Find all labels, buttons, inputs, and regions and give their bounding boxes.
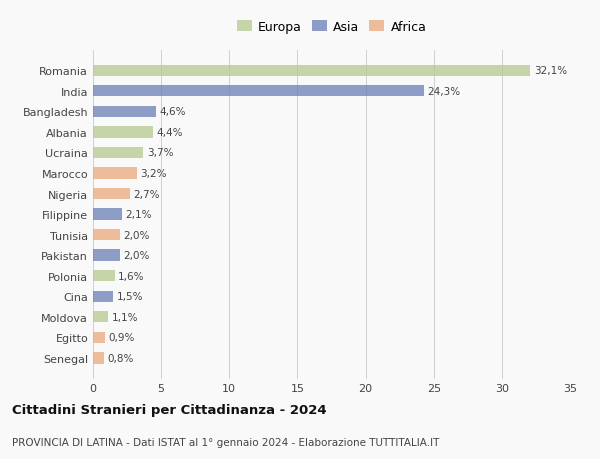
Text: 32,1%: 32,1% (534, 66, 567, 76)
Text: 4,4%: 4,4% (157, 128, 183, 138)
Text: 0,8%: 0,8% (107, 353, 134, 363)
Bar (93, 332, 105, 343)
Text: 2,1%: 2,1% (125, 210, 152, 219)
Text: PROVINCIA DI LATINA - Dati ISTAT al 1° gennaio 2024 - Elaborazione TUTTITALIA.IT: PROVINCIA DI LATINA - Dati ISTAT al 1° g… (12, 437, 439, 447)
Bar (93, 312, 108, 323)
Bar (93, 189, 130, 200)
Bar (93, 127, 153, 138)
Text: 2,7%: 2,7% (133, 189, 160, 199)
Bar (93, 250, 120, 261)
Bar (93, 291, 113, 302)
Text: 2,0%: 2,0% (124, 230, 150, 240)
Bar (93, 209, 122, 220)
Text: 24,3%: 24,3% (428, 87, 461, 96)
Text: 3,2%: 3,2% (140, 168, 167, 179)
Bar (93, 230, 120, 241)
Legend: Europa, Asia, Africa: Europa, Asia, Africa (233, 17, 430, 38)
Bar (93, 106, 155, 118)
Text: 4,6%: 4,6% (159, 107, 185, 117)
Text: 1,1%: 1,1% (112, 312, 138, 322)
Bar (93, 147, 143, 159)
Bar (93, 168, 137, 179)
Bar (93, 270, 115, 282)
Text: Cittadini Stranieri per Cittadinanza - 2024: Cittadini Stranieri per Cittadinanza - 2… (12, 403, 326, 416)
Text: 3,7%: 3,7% (147, 148, 173, 158)
Text: 2,0%: 2,0% (124, 251, 150, 261)
Bar (93, 65, 530, 77)
Bar (93, 86, 424, 97)
Text: 1,6%: 1,6% (118, 271, 145, 281)
Bar (93, 353, 104, 364)
Text: 1,5%: 1,5% (117, 291, 143, 302)
Text: 0,9%: 0,9% (109, 333, 135, 342)
